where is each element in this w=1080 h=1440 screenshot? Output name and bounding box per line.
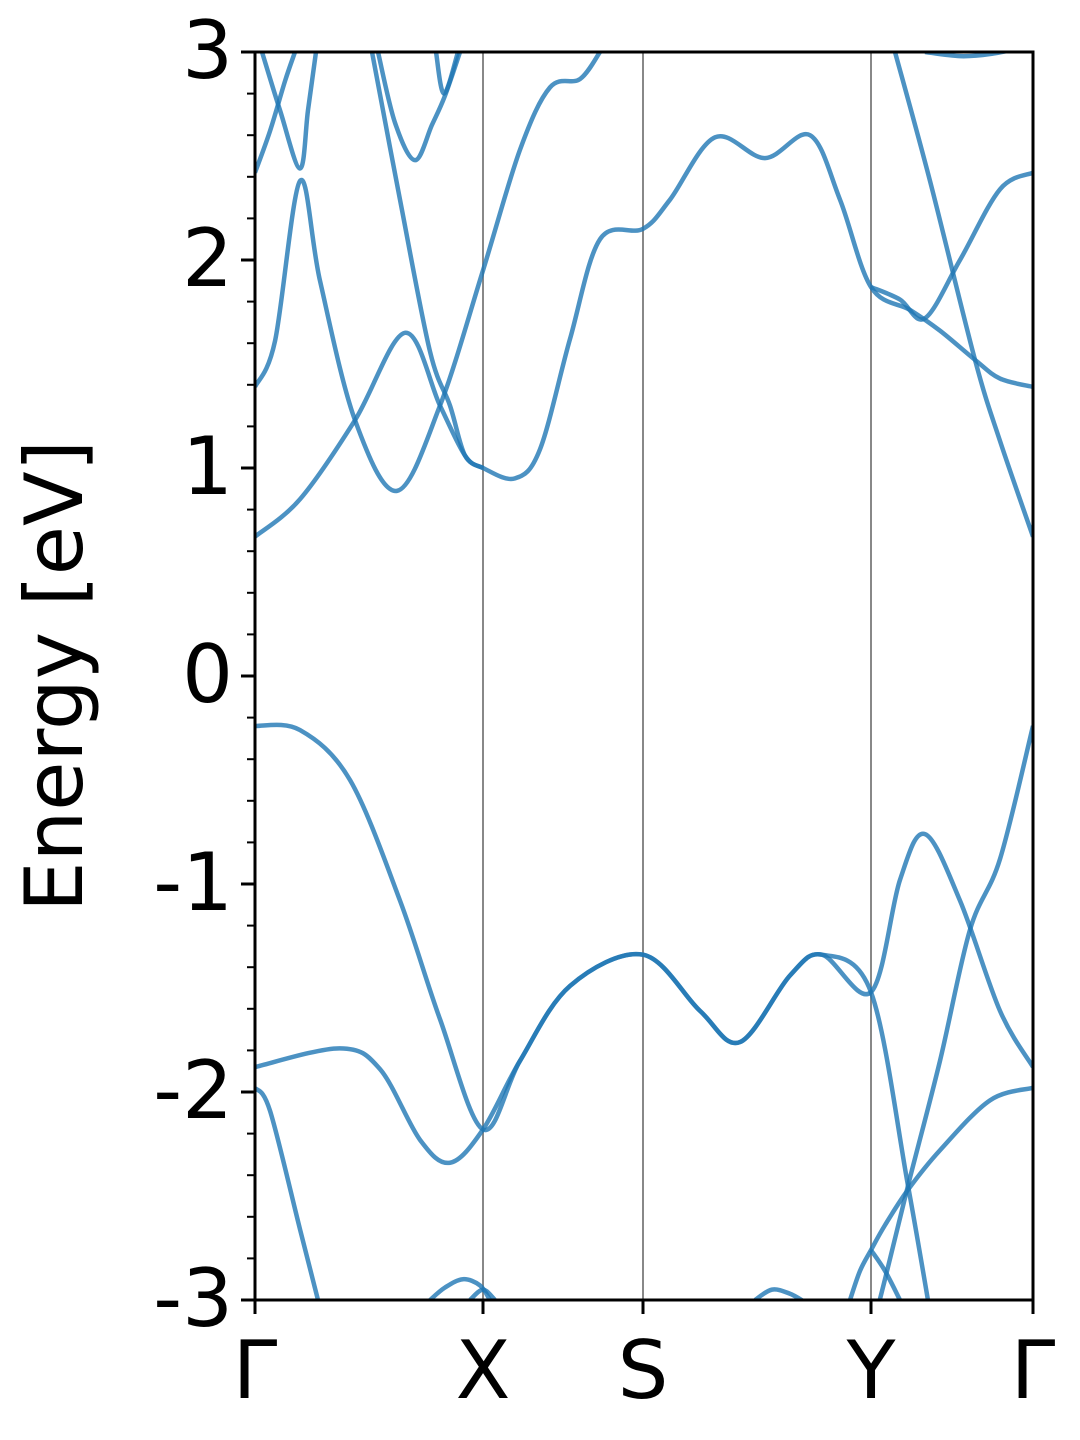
band-line	[847, 1085, 1033, 1300]
x-tick-label: S	[618, 1324, 669, 1417]
x-tick-label: X	[456, 1324, 511, 1417]
y-tick-label: 3	[182, 4, 233, 97]
band-line	[753, 1287, 806, 1300]
y-tick-label: 2	[182, 212, 233, 305]
y-tick-label: -2	[153, 1044, 233, 1137]
band-line	[255, 1086, 321, 1300]
band-line	[433, 52, 461, 96]
band-line	[255, 52, 298, 174]
band-line	[877, 725, 1033, 1300]
band-line	[255, 52, 602, 494]
band-line	[468, 1287, 497, 1300]
band-line	[892, 52, 1033, 538]
plot-area	[255, 52, 1033, 1300]
x-tick-label: Γ	[1011, 1324, 1056, 1417]
band-line	[869, 1248, 903, 1300]
band-line	[255, 951, 931, 1300]
y-tick-label: -3	[153, 1252, 233, 1345]
y-tick-label: 1	[182, 420, 233, 513]
band-line	[870, 170, 1033, 322]
band-line	[259, 52, 319, 171]
y-tick-label: -1	[153, 836, 233, 929]
y-axis-label: Energy [eV]	[8, 440, 101, 912]
x-tick-label: Y	[846, 1324, 897, 1417]
band-line	[369, 52, 485, 471]
y-tick-label: 0	[182, 628, 233, 721]
x-tick-label: Γ	[233, 1324, 278, 1417]
band-line	[924, 52, 1014, 59]
